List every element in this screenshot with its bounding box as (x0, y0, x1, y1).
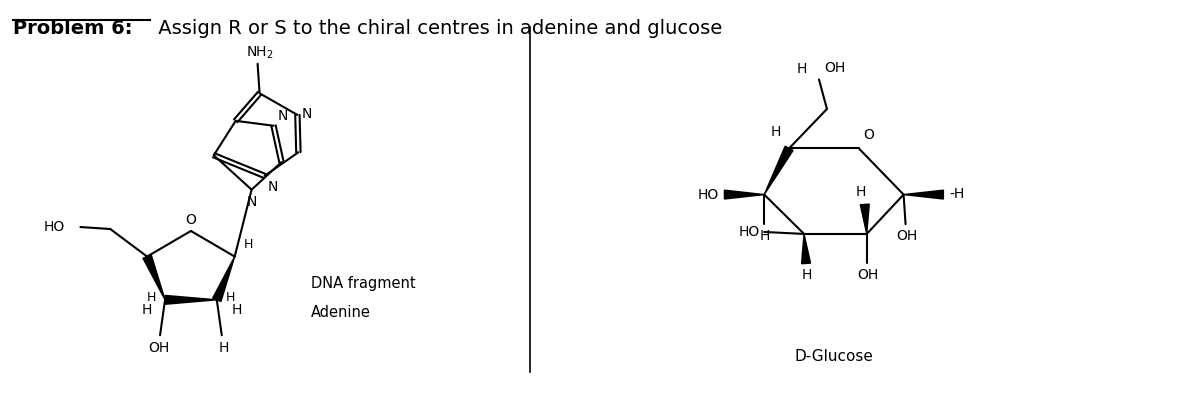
Text: -H: -H (949, 187, 965, 201)
Text: N: N (277, 109, 288, 123)
Polygon shape (725, 190, 764, 199)
Text: HO: HO (43, 220, 65, 234)
Polygon shape (166, 295, 217, 304)
Polygon shape (764, 146, 793, 195)
Polygon shape (904, 190, 943, 199)
Text: O: O (863, 128, 874, 142)
Polygon shape (802, 234, 810, 264)
Polygon shape (212, 257, 235, 302)
Text: OH: OH (824, 61, 845, 75)
Text: DNA fragment: DNA fragment (311, 276, 416, 290)
Text: N: N (301, 107, 312, 121)
Text: O: O (186, 213, 197, 227)
Text: HO: HO (697, 188, 719, 201)
Text: H: H (797, 61, 808, 75)
Text: Adenine: Adenine (311, 305, 371, 320)
Text: H: H (856, 184, 866, 199)
Text: Problem 6:: Problem 6: (13, 20, 132, 38)
Text: H: H (770, 124, 781, 138)
Text: H: H (802, 269, 812, 282)
Text: N: N (268, 180, 278, 194)
Text: H: H (218, 341, 229, 355)
Text: OH: OH (896, 229, 917, 243)
Text: HO: HO (739, 225, 761, 239)
Text: H: H (232, 303, 242, 317)
Text: OH: OH (149, 341, 169, 355)
Text: D-Glucose: D-Glucose (794, 349, 874, 364)
Text: Assign R or S to the chiral centres in adenine and glucose: Assign R or S to the chiral centres in a… (152, 20, 722, 38)
Polygon shape (143, 255, 166, 300)
Polygon shape (860, 204, 869, 234)
Text: H: H (146, 291, 156, 304)
Text: H: H (244, 238, 253, 251)
Text: H: H (226, 291, 235, 304)
Text: OH: OH (857, 269, 878, 282)
Text: H: H (760, 229, 770, 243)
Text: N: N (246, 195, 257, 209)
Text: NH$_2$: NH$_2$ (246, 44, 274, 61)
Text: H: H (142, 303, 152, 317)
